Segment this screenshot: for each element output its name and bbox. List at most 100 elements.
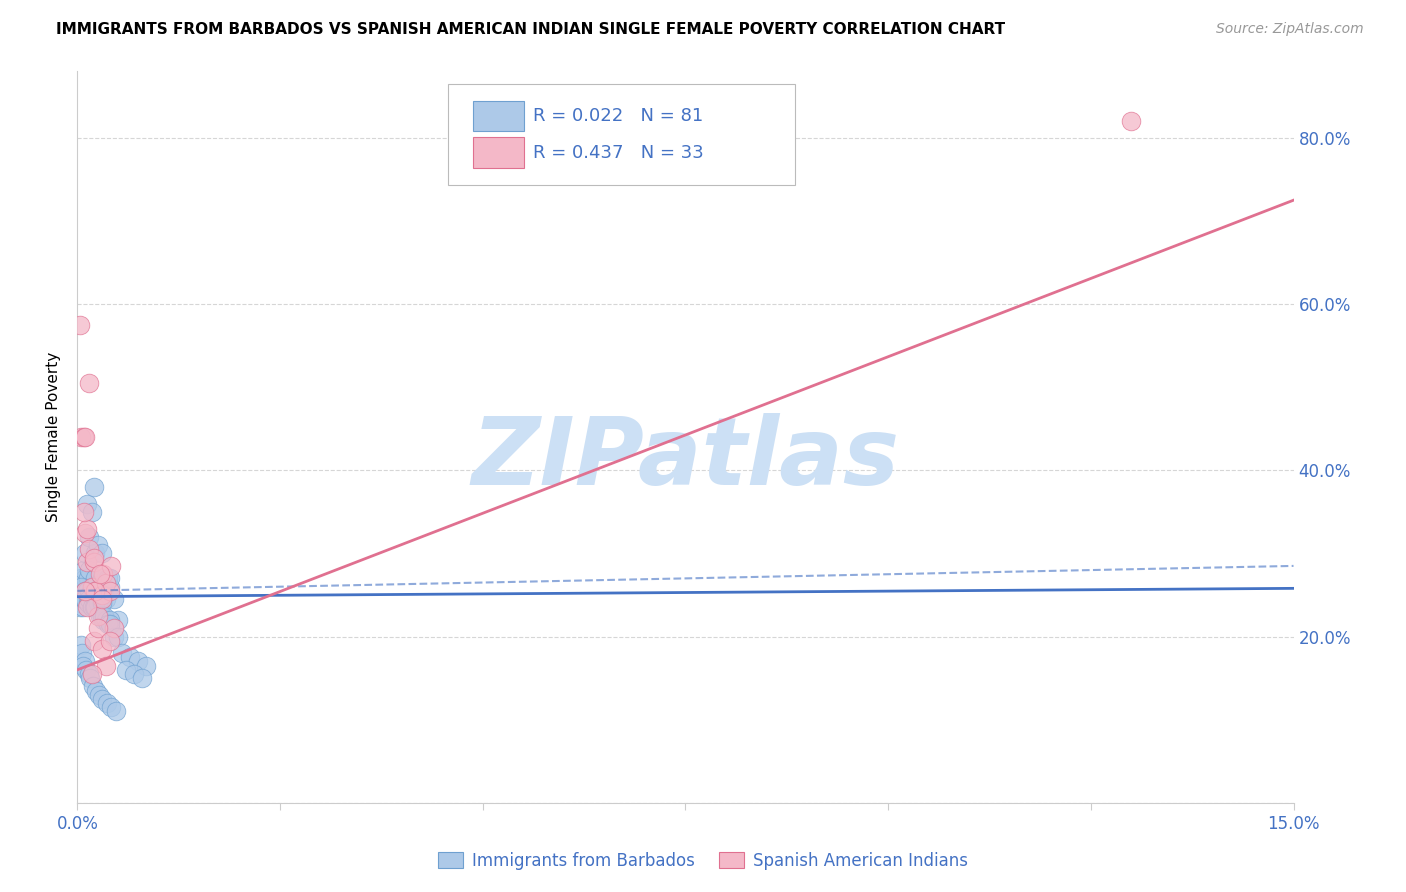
Point	[70, 571, 93, 585]
Point	[89, 567, 111, 582]
Point	[105, 705, 128, 719]
Point	[98, 580, 121, 594]
Point	[83, 480, 105, 494]
Point	[75, 663, 97, 677]
Point	[70, 583, 93, 598]
Point	[83, 550, 105, 565]
Point	[75, 525, 97, 540]
Point	[83, 555, 105, 569]
Point	[76, 521, 98, 535]
Point	[107, 613, 129, 627]
Point	[115, 663, 138, 677]
Point	[79, 563, 101, 577]
Point	[70, 596, 93, 610]
Point	[70, 580, 93, 594]
Point	[84, 546, 107, 560]
Point	[72, 600, 94, 615]
Point	[93, 588, 115, 602]
Point	[76, 555, 98, 569]
Point	[75, 583, 97, 598]
Point	[90, 608, 112, 623]
Point	[91, 567, 114, 582]
Point	[100, 700, 122, 714]
Point	[72, 592, 94, 607]
Point	[69, 580, 91, 594]
Point	[98, 583, 121, 598]
Point	[90, 592, 112, 607]
Point	[79, 588, 101, 602]
Point	[94, 592, 117, 607]
FancyBboxPatch shape	[472, 137, 523, 168]
Point	[90, 642, 112, 657]
Point	[89, 688, 111, 702]
Point	[80, 580, 103, 594]
Text: R = 0.437   N = 33: R = 0.437 N = 33	[533, 144, 704, 161]
Point	[83, 633, 105, 648]
Point	[98, 571, 121, 585]
Text: IMMIGRANTS FROM BARBADOS VS SPANISH AMERICAN INDIAN SINGLE FEMALE POVERTY CORREL: IMMIGRANTS FROM BARBADOS VS SPANISH AMER…	[56, 22, 1005, 37]
Point	[93, 608, 115, 623]
Point	[76, 571, 98, 585]
Point	[73, 563, 96, 577]
Point	[83, 596, 105, 610]
Point	[94, 575, 117, 590]
Point	[122, 667, 145, 681]
Point	[86, 596, 108, 610]
Point	[79, 671, 101, 685]
Point	[76, 596, 98, 610]
Point	[69, 318, 91, 332]
Point	[70, 430, 93, 444]
Point	[86, 621, 108, 635]
Point	[73, 592, 96, 607]
Point	[94, 658, 117, 673]
Point	[86, 538, 108, 552]
Point	[118, 650, 141, 665]
Point	[73, 592, 96, 607]
Point	[103, 592, 125, 607]
Point	[91, 692, 114, 706]
Point	[90, 546, 112, 560]
Point	[89, 608, 111, 623]
Text: R = 0.022   N = 81: R = 0.022 N = 81	[533, 107, 703, 125]
FancyBboxPatch shape	[472, 101, 523, 131]
Point	[75, 430, 97, 444]
Point	[75, 583, 97, 598]
Point	[84, 583, 107, 598]
Point	[84, 592, 107, 607]
Point	[70, 646, 93, 660]
Point	[73, 583, 96, 598]
Point	[91, 588, 114, 602]
Point	[91, 613, 114, 627]
Point	[84, 583, 107, 598]
Point	[77, 667, 100, 681]
Point	[79, 530, 101, 544]
Point	[76, 600, 98, 615]
Point	[1121, 114, 1143, 128]
Point	[86, 608, 108, 623]
Point	[76, 497, 98, 511]
Point	[69, 638, 91, 652]
Point	[100, 558, 122, 573]
Point	[72, 658, 94, 673]
Point	[131, 671, 153, 685]
Point	[107, 630, 129, 644]
Point	[73, 655, 96, 669]
Point	[98, 613, 121, 627]
Point	[83, 600, 105, 615]
Point	[73, 430, 96, 444]
Point	[111, 646, 134, 660]
Point	[94, 613, 117, 627]
Point	[80, 600, 103, 615]
Point	[75, 571, 97, 585]
Point	[80, 580, 103, 594]
Point	[97, 617, 120, 632]
Point	[98, 633, 121, 648]
Text: Source: ZipAtlas.com: Source: ZipAtlas.com	[1216, 22, 1364, 37]
Point	[103, 621, 125, 635]
Point	[90, 596, 112, 610]
Point	[97, 571, 120, 585]
Point	[98, 617, 121, 632]
Point	[80, 600, 103, 615]
Point	[90, 588, 112, 602]
Point	[84, 571, 107, 585]
